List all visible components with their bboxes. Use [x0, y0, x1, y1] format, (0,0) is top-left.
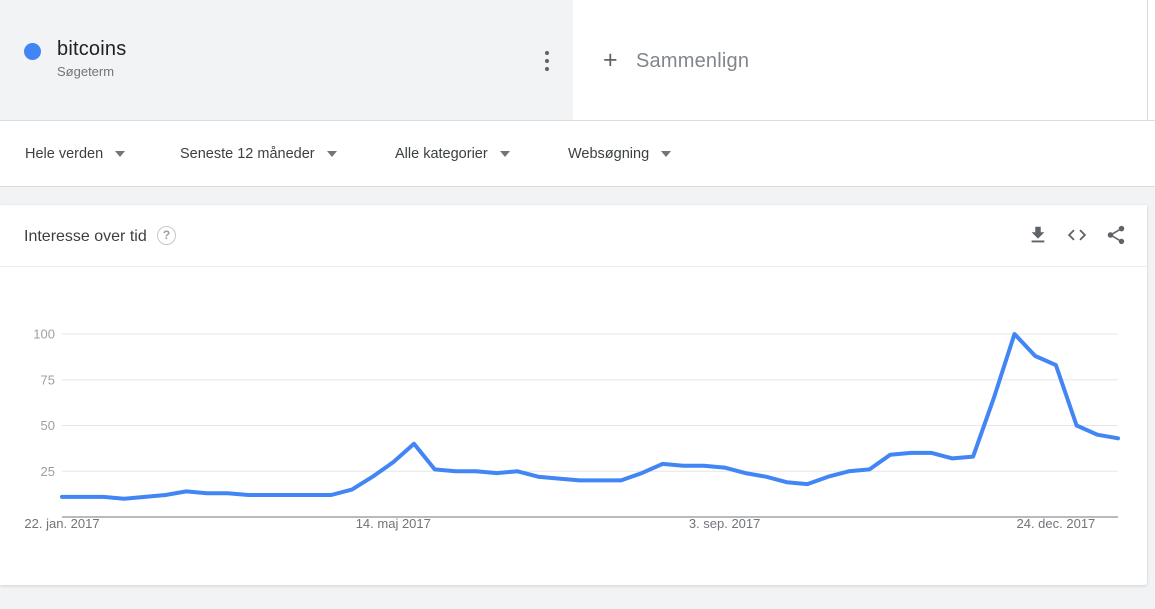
card-header: Interesse over tid ? — [0, 205, 1147, 267]
interest-over-time-card: Interesse over tid ? 25 50 75 100 22. jan. 2… — [0, 205, 1147, 585]
interest-line-chart: 25 50 75 100 22. jan. 2017 14. maj 2017 3. sep… — [0, 266, 1147, 585]
svg-text:22. jan. 2017: 22. jan. 2017 — [24, 516, 99, 531]
filter-geo-label: Hele verden — [25, 145, 104, 162]
svg-text:25: 25 — [41, 464, 55, 479]
filter-search-type-dropdown[interactable]: Websøgning — [568, 121, 672, 186]
add-comparison-button[interactable]: + Sammenlign — [574, 0, 1148, 120]
interest-line-chart-svg: 25 50 75 100 22. jan. 2017 14. maj 2017 3. sep… — [24, 327, 1120, 531]
embed-code-icon[interactable] — [1066, 224, 1088, 246]
caret-down-icon — [499, 150, 510, 157]
search-term-title: bitcoins — [57, 38, 127, 60]
download-icon[interactable] — [1027, 224, 1049, 246]
svg-text:14. maj 2017: 14. maj 2017 — [356, 516, 431, 531]
svg-text:24. dec. 2017: 24. dec. 2017 — [1017, 516, 1096, 531]
svg-text:75: 75 — [41, 372, 55, 387]
compare-label: Sammenlign — [636, 50, 750, 72]
kebab-menu-icon[interactable] — [539, 47, 555, 75]
svg-text:50: 50 — [41, 418, 55, 433]
search-terms-row: bitcoins Søgeterm + Sammenlign — [0, 0, 1155, 121]
filter-time-dropdown[interactable]: Seneste 12 måneder — [180, 121, 337, 186]
svg-text:3. sep. 2017: 3. sep. 2017 — [689, 516, 761, 531]
caret-down-icon — [115, 150, 126, 157]
filter-time-label: Seneste 12 måneder — [180, 145, 315, 162]
plus-icon: + — [603, 46, 618, 74]
filter-search-type-label: Websøgning — [568, 145, 650, 162]
series-color-dot — [24, 43, 41, 60]
filter-geo-dropdown[interactable]: Hele verden — [25, 121, 126, 186]
filter-bar: Hele verden Seneste 12 måneder Alle kate… — [0, 121, 1155, 187]
card-actions — [1027, 224, 1127, 246]
share-icon[interactable] — [1105, 224, 1127, 246]
help-icon[interactable]: ? — [157, 226, 176, 245]
filter-category-label: Alle kategorier — [395, 145, 488, 162]
svg-text:100: 100 — [33, 327, 55, 342]
search-term-type-label: Søgeterm — [57, 64, 115, 79]
caret-down-icon — [326, 150, 337, 157]
search-term-card: bitcoins Søgeterm — [0, 0, 573, 120]
caret-down-icon — [661, 150, 672, 157]
filter-category-dropdown[interactable]: Alle kategorier — [395, 121, 510, 186]
card-title: Interesse over tid — [24, 228, 147, 245]
